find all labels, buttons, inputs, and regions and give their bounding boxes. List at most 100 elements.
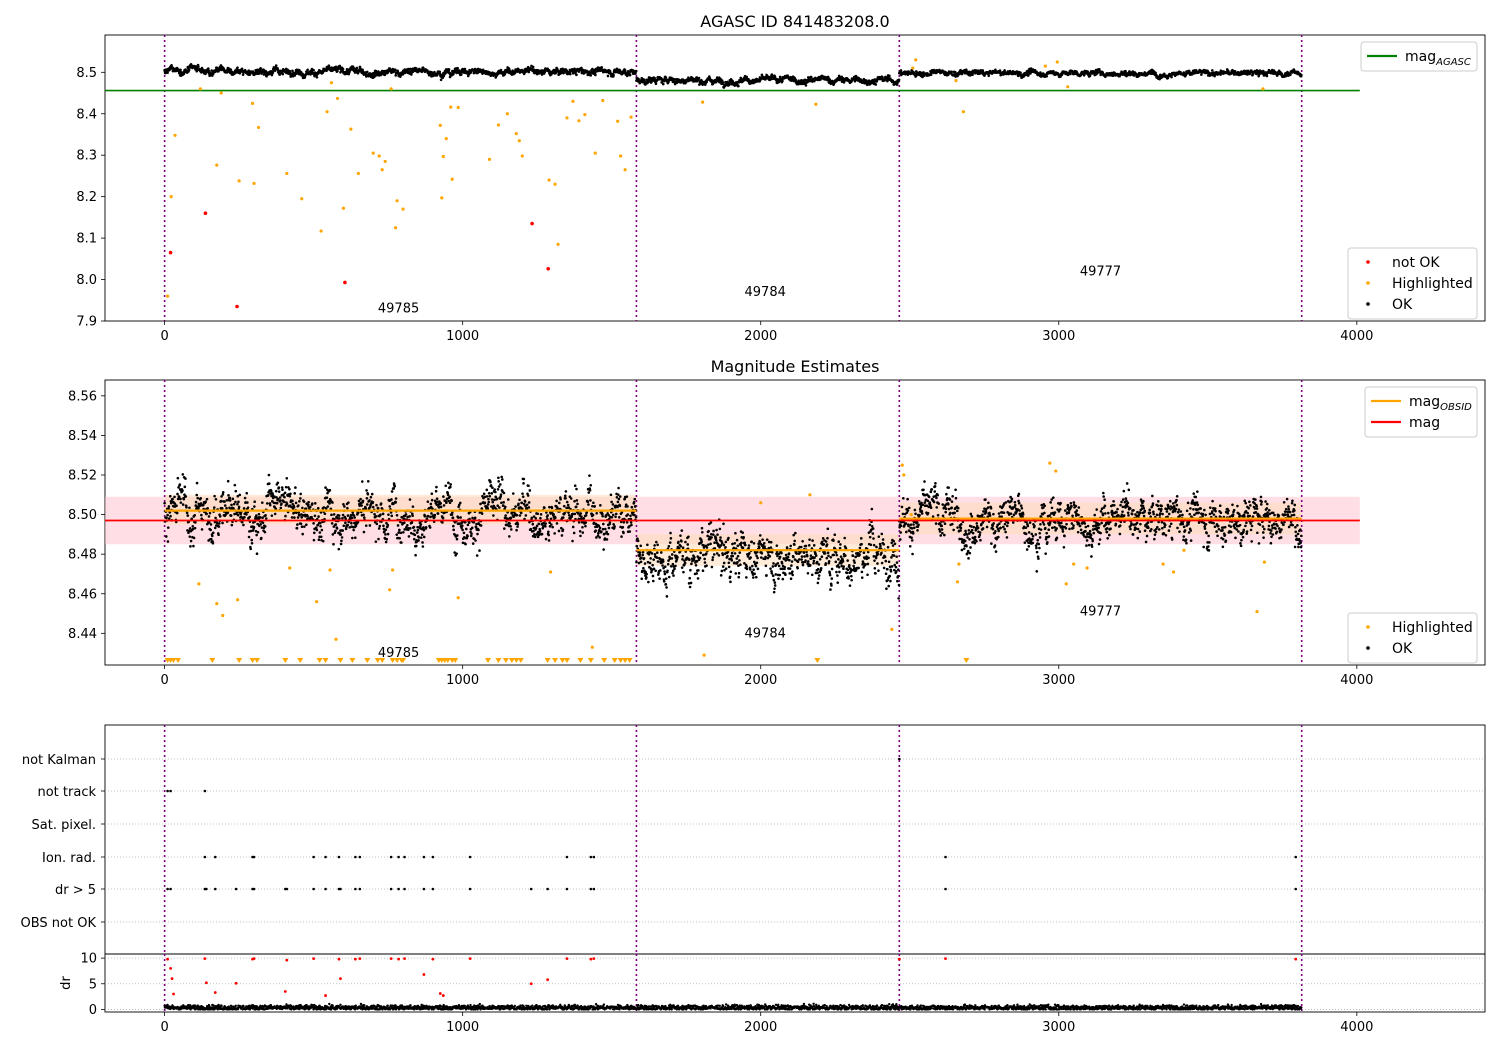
panel2-ok-point: [473, 516, 477, 520]
panel2-ok-point: [605, 530, 608, 534]
panel2-ok-point: [509, 528, 513, 531]
panel2-ok-point: [635, 544, 639, 548]
panel2-ok-point: [229, 514, 233, 517]
panel2-ok-point: [312, 531, 316, 535]
panel2-ok-point: [313, 514, 317, 518]
panel2-ok-point: [479, 524, 483, 527]
panel2-ok-point: [324, 486, 327, 489]
panel1-highlighted-point: [565, 116, 569, 120]
panel2-ok-point: [444, 484, 448, 488]
panel1-ok-point: [379, 73, 383, 77]
panel1-highlighted-point: [1043, 64, 1047, 68]
panel2-ok-point: [365, 489, 368, 492]
panel2-ok-point: [441, 521, 444, 524]
panel2-ok-point: [617, 486, 620, 490]
panel2-ok-point: [346, 506, 349, 510]
panel2-ok-point: [337, 514, 341, 517]
panel2-ok-point: [620, 535, 623, 538]
panel2-ok-point: [281, 488, 284, 491]
panel1-ok-point: [274, 64, 278, 67]
panel2-ok-point: [552, 513, 555, 516]
panel2-ok-point: [516, 525, 519, 528]
panel2-ok-point: [210, 534, 214, 538]
panel2-ok-point: [455, 537, 459, 541]
panel2-ok-point: [589, 484, 593, 487]
panel2-ok-point: [530, 516, 534, 520]
panel2-ok-point: [248, 515, 252, 519]
panel2-ok-point: [539, 516, 542, 520]
panel2-ok-point: [266, 494, 270, 497]
panel1-highlighted-point: [556, 242, 560, 246]
panel2-ok-point: [200, 528, 204, 531]
panel2-ok-point: [611, 513, 615, 517]
panel2-ok-point: [561, 516, 565, 519]
panel2-ok-point: [209, 523, 213, 526]
panel2-ok-point: [521, 495, 525, 498]
panel1-ytick-label: 8.0: [76, 273, 97, 288]
panel2-ok-point: [277, 486, 281, 489]
panel2-ok-point: [576, 502, 579, 506]
panel2-ok-point: [317, 538, 321, 542]
panel2-ok-point: [255, 514, 258, 517]
panel2-ok-point: [176, 492, 179, 496]
panel1-ok-point: [166, 71, 169, 75]
panel2-ok-point: [447, 481, 450, 485]
panel2-ok-point: [498, 506, 501, 509]
panel2-ok-point: [387, 513, 390, 516]
panel2-ok-point: [408, 527, 412, 530]
panel2-ok-point: [634, 515, 638, 519]
panel2-ok-point: [352, 528, 355, 532]
panel2-ok-point: [301, 532, 304, 536]
panel2-ok-point: [305, 523, 308, 526]
panel2-ok-point: [331, 501, 334, 504]
panel2-ok-point: [245, 491, 249, 495]
panel2-ok-point: [579, 512, 583, 515]
panel1-highlighted-point: [514, 132, 518, 136]
panel2-ok-point: [226, 479, 230, 483]
panel1-ok-point: [197, 65, 200, 69]
panel2-ok-point: [450, 499, 453, 503]
panel1-ok-point: [779, 75, 782, 79]
panel2-ok-point: [578, 529, 582, 533]
panel2-ok-point: [394, 497, 398, 500]
panel2-ok-point: [509, 516, 513, 520]
panel2-ok-point: [314, 526, 318, 529]
panel2-ok-point: [228, 496, 232, 500]
panel2-ok-point: [228, 499, 232, 502]
panel1-legend-points-label: not OK: [1392, 255, 1440, 271]
panel2-ok-point: [467, 521, 471, 524]
panel2-ok-point: [439, 501, 443, 505]
panel2-ok-point: [430, 512, 433, 515]
panel1-highlighted-point: [250, 101, 255, 105]
panel2-ok-point: [587, 503, 590, 506]
panel2-ok-point: [183, 485, 187, 489]
panel2-ok-point: [606, 532, 610, 536]
panel1-ok-point: [531, 65, 535, 69]
panel2-ok-point: [601, 512, 604, 516]
panel2-ok-point: [230, 503, 233, 507]
panel2-ok-point: [252, 525, 256, 529]
panel2-ok-point: [273, 512, 277, 516]
panel2-ok-point: [195, 481, 199, 485]
panel1-ok-point: [240, 67, 244, 71]
panel2-ok-point: [316, 506, 320, 510]
panel2-ok-point: [164, 535, 168, 538]
panel1-highlighted-point: [601, 98, 605, 103]
panel2-ok-point: [278, 496, 282, 499]
panel1-highlighted-point: [914, 58, 918, 62]
panel1-legend-points-dot-swatch: [1366, 281, 1370, 285]
panel2-ok-point: [175, 504, 178, 507]
panel2-ok-point: [359, 497, 362, 501]
panel2-ok-point: [217, 533, 220, 537]
panel2-ok-point: [293, 492, 297, 495]
panel2-ok-point: [284, 485, 288, 489]
panel1-ok-point: [306, 68, 309, 72]
panel1-highlighted-point: [395, 199, 399, 203]
panel1-ok-point: [187, 68, 191, 72]
panel1-highlighted-point: [319, 229, 323, 233]
panel2-ok-point: [340, 536, 344, 539]
panel2-ok-point: [575, 487, 578, 491]
panel1-highlighted-point: [954, 78, 958, 83]
panel2-ok-point: [536, 512, 540, 516]
panel1-ok-point: [481, 68, 485, 72]
